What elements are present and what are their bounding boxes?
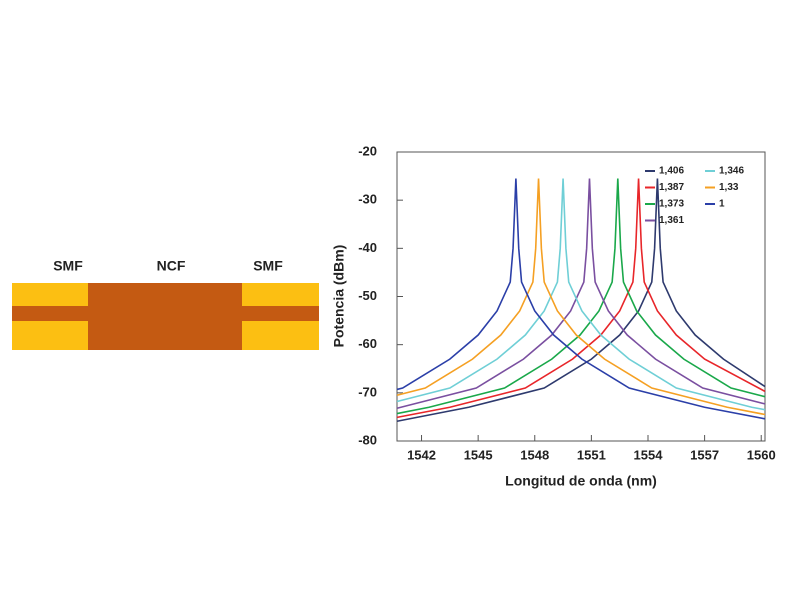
x-tick-label: 1548 (520, 447, 549, 462)
legend-label: 1,361 (659, 215, 684, 226)
diagram-label: NCF (157, 258, 186, 274)
x-tick-label: 1560 (747, 447, 776, 462)
y-tick-label: -30 (358, 192, 377, 207)
y-tick-label: -70 (358, 384, 377, 399)
x-tick-label: 1551 (577, 447, 606, 462)
legend-label: 1,406 (659, 166, 684, 177)
x-tick-label: 1542 (407, 447, 436, 462)
smf-right-core (242, 306, 319, 321)
legend-label: 1,346 (719, 166, 744, 177)
fiber-diagram: SMF NCF SMF (12, 258, 319, 350)
line (396, 178, 766, 416)
y-axis-label: Potencia (dBm) (331, 245, 347, 348)
plot-frame (396, 151, 766, 442)
legend-label: 1,373 (659, 199, 684, 210)
diagram-label: SMF (53, 258, 83, 274)
line (396, 178, 766, 415)
line (396, 178, 766, 411)
line (396, 178, 766, 419)
line (396, 178, 766, 423)
line (396, 178, 766, 420)
x-tick-label: 1554 (634, 447, 664, 462)
x-tick-label: 1545 (464, 447, 493, 462)
y-tick-label: -50 (358, 288, 377, 303)
legend-label: 1,33 (719, 182, 739, 193)
x-axis-label: Longitud de onda (nm) (505, 473, 657, 489)
line (396, 178, 766, 410)
ncf (88, 283, 242, 350)
x-tick-label: 1557 (690, 447, 719, 462)
y-tick-label: -20 (358, 143, 377, 158)
smf-left-core (12, 306, 89, 321)
y-tick-label: -60 (358, 336, 377, 351)
legend-label: 1 (719, 199, 725, 210)
y-tick-label: -80 (358, 432, 377, 447)
y-tick-label: -40 (358, 240, 377, 255)
legend-label: 1,387 (659, 182, 684, 193)
diagram-label: SMF (253, 258, 283, 274)
